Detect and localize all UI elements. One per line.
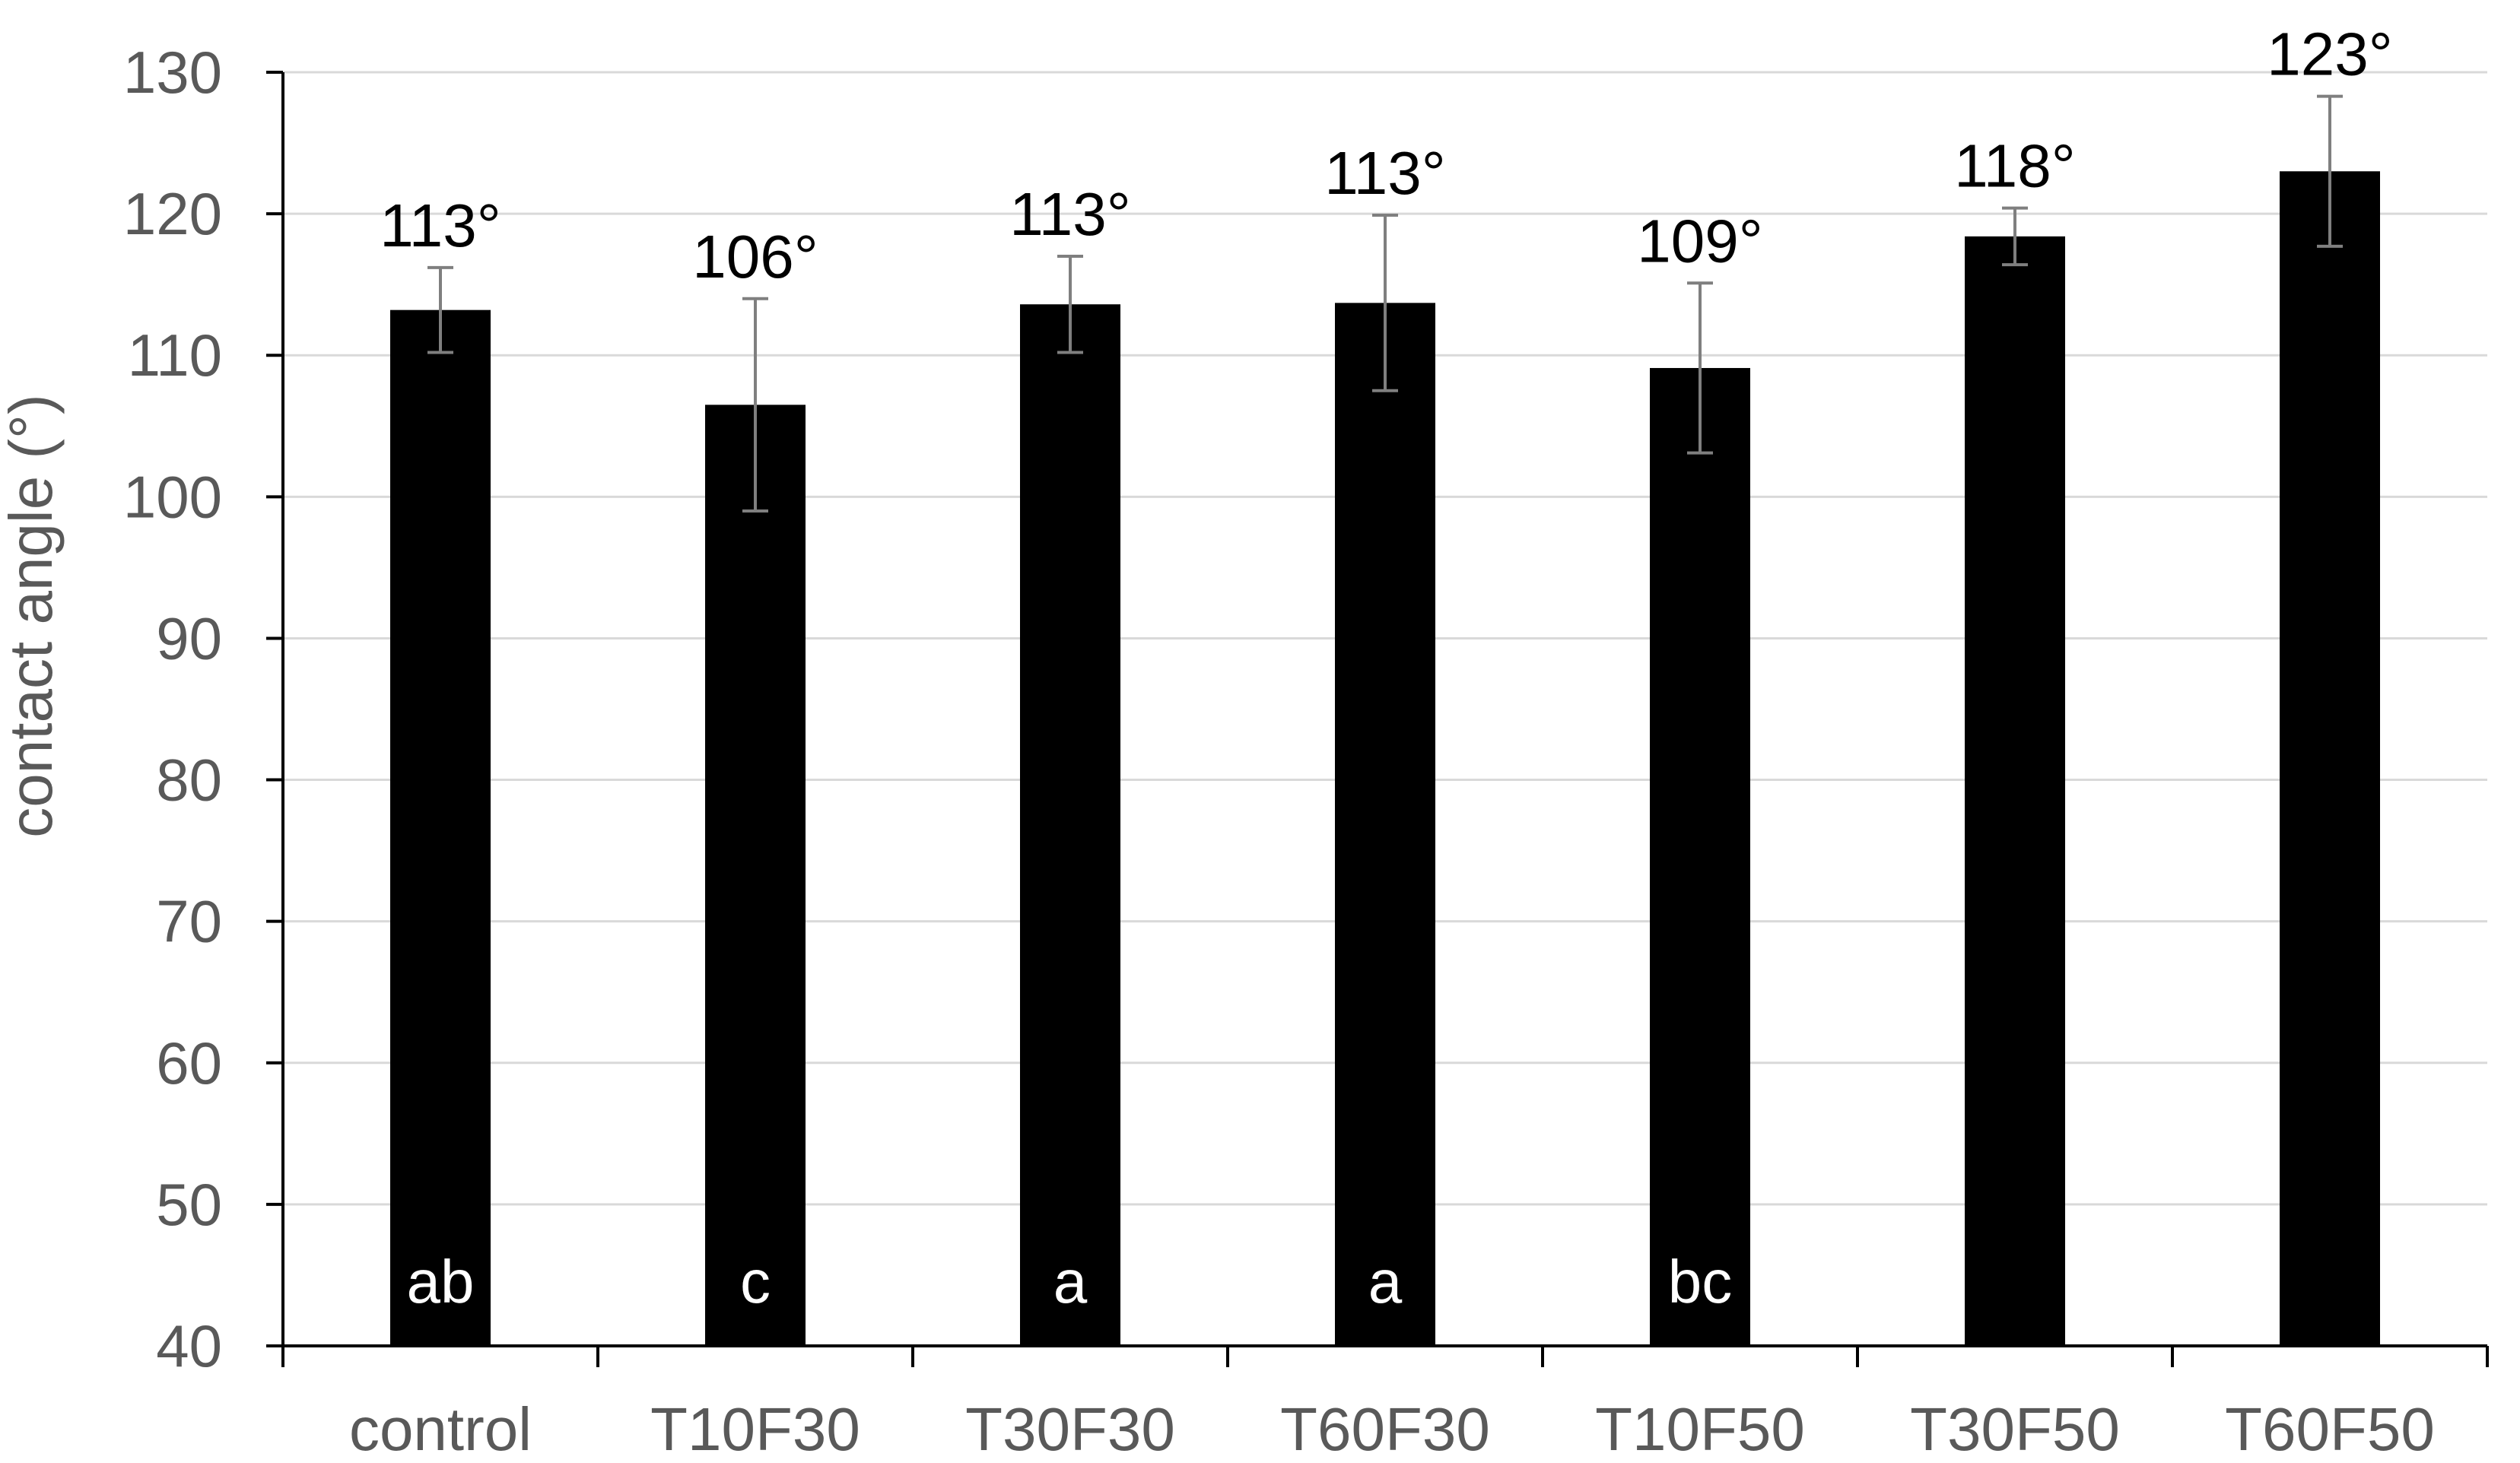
x-tick-label: T30F50 <box>1910 1395 2120 1463</box>
y-tick-labels: 40 50 60 70 80 90 100 110 120 130 <box>123 39 222 1379</box>
y-tick-label: 120 <box>123 180 222 247</box>
value-label: 109° <box>1637 207 1762 275</box>
value-label: 106° <box>692 223 818 290</box>
x-tick-label: T60F50 <box>2225 1395 2435 1463</box>
group-letter: c <box>740 1248 771 1315</box>
y-tick-label: 100 <box>123 463 222 530</box>
bar-t30f30 <box>1020 304 1120 1347</box>
y-tick-label: 90 <box>156 605 222 671</box>
bar-t30f50 <box>1965 236 2065 1346</box>
group-letter: ab <box>407 1248 475 1315</box>
value-label: 113° <box>1009 180 1131 248</box>
y-tick-label: 40 <box>156 1312 222 1379</box>
bars <box>390 171 2380 1347</box>
group-letter: a <box>1053 1248 1088 1315</box>
group-letter: bc <box>1668 1248 1733 1315</box>
error-bars <box>427 94 2343 513</box>
bar-control <box>390 309 491 1347</box>
y-tick-label: 70 <box>156 888 222 955</box>
x-tick-label: T10F50 <box>1595 1395 1805 1463</box>
value-label: 118° <box>1954 132 2076 200</box>
x-tick-labels: control T10F30 T30F30 T60F30 T10F50 T30F50 T60… <box>349 1395 2435 1463</box>
value-label: 113° <box>380 192 501 259</box>
group-letters: ab c a a bc <box>407 1248 1733 1315</box>
bar-t10f50 <box>1650 367 1750 1347</box>
x-tick-label: T30F30 <box>965 1395 1175 1463</box>
bar-t10f30 <box>705 405 806 1346</box>
bar-t60f30 <box>1335 303 1435 1347</box>
y-tick-label: 50 <box>156 1171 222 1238</box>
value-labels: 113° 106° 113° 113° 109° 118° 123° <box>380 21 2393 290</box>
y-tick-label: 130 <box>123 39 222 106</box>
x-tick-label: T10F30 <box>650 1395 860 1463</box>
y-axis-title: contact angle (°) <box>0 394 65 837</box>
x-tick-label: control <box>349 1395 532 1463</box>
value-label: 113° <box>1324 139 1446 207</box>
y-tick-label: 60 <box>156 1030 222 1096</box>
axes <box>266 71 2489 1367</box>
y-tick-label: 80 <box>156 747 222 814</box>
x-tick-label: T60F30 <box>1280 1395 1490 1463</box>
bar-t60f50 <box>2280 171 2380 1346</box>
value-label: 123° <box>2267 21 2392 88</box>
y-tick-label: 110 <box>128 322 222 389</box>
group-letter: a <box>1368 1248 1403 1315</box>
